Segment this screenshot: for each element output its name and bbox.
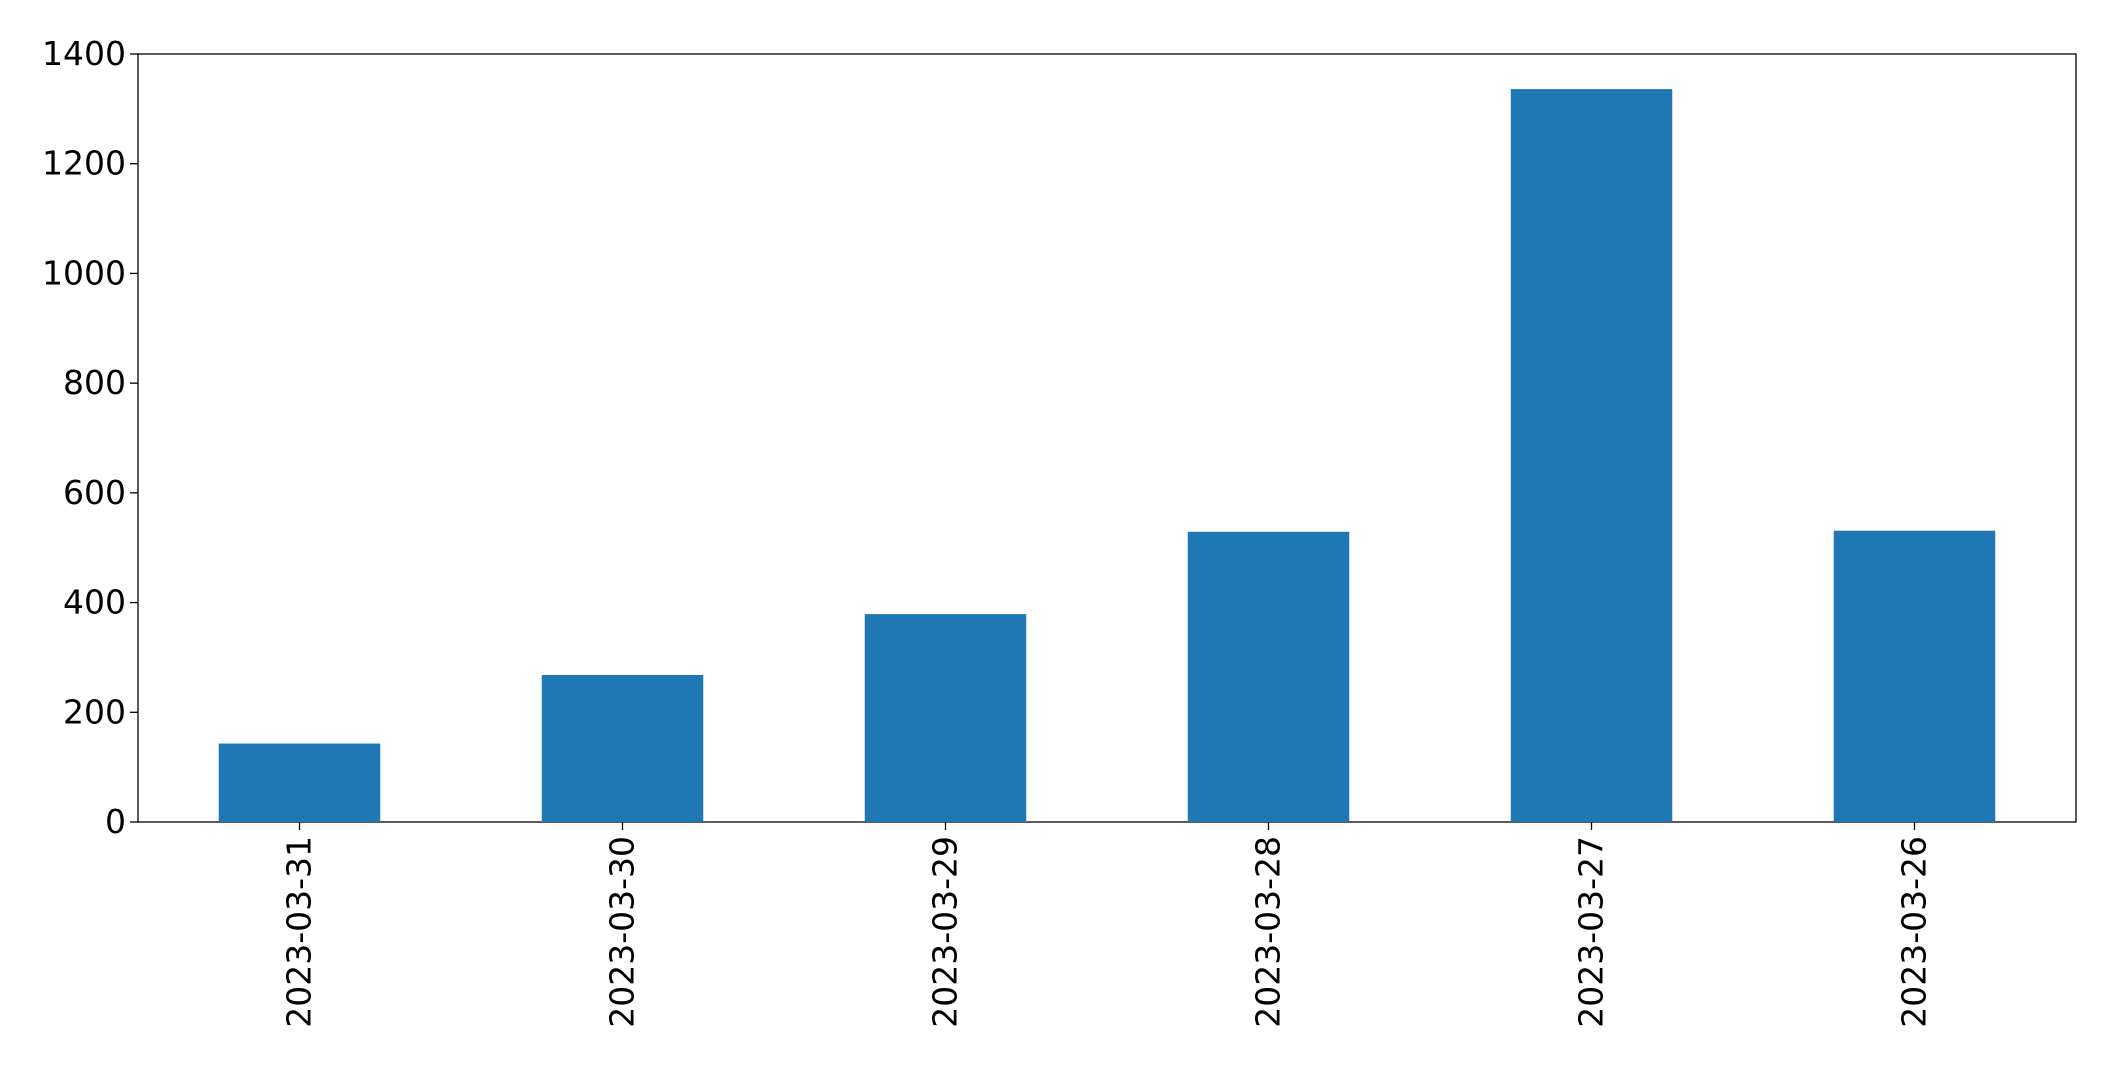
y-tick-label: 800 — [63, 363, 126, 402]
bar — [864, 614, 1027, 822]
y-tick-label: 400 — [63, 583, 126, 622]
x-tick-label: 2023-03-27 — [1572, 836, 1611, 1028]
y-tick-label: 1200 — [42, 144, 126, 183]
plot-frame — [137, 53, 2077, 823]
y-tick-label: 0 — [105, 802, 126, 841]
y-tick-label: 200 — [63, 692, 126, 731]
x-tick-label: 2023-03-29 — [926, 836, 965, 1028]
x-tick-label: 2023-03-26 — [1895, 836, 1934, 1028]
bar — [218, 743, 381, 822]
bar — [1510, 89, 1673, 822]
bar — [541, 674, 704, 822]
x-tick-label: 2023-03-31 — [280, 836, 319, 1028]
bar — [1833, 530, 1996, 822]
y-tick-label: 1400 — [42, 34, 126, 73]
x-tick-label: 2023-03-30 — [603, 836, 642, 1028]
y-tick-label: 600 — [63, 473, 126, 512]
y-tick-label: 1000 — [42, 253, 126, 292]
x-tick-label: 2023-03-28 — [1249, 836, 1288, 1028]
bar — [1187, 531, 1350, 822]
